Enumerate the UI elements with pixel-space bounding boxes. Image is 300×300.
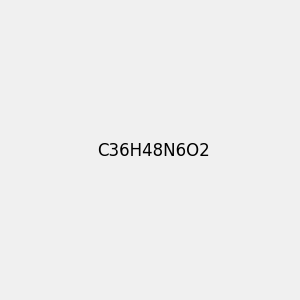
- Text: C36H48N6O2: C36H48N6O2: [98, 142, 210, 160]
